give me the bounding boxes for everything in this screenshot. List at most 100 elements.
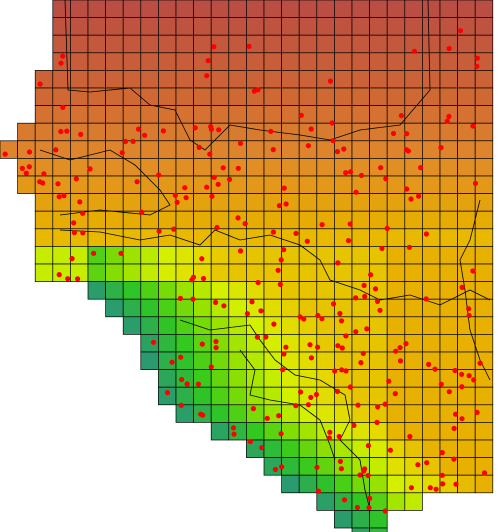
grid-cell [246,281,265,300]
grid-cell [228,228,247,247]
station-dot [80,210,86,216]
station-dot [195,381,201,387]
grid-cell [316,334,335,353]
station-dot [26,149,33,155]
grid-cell [210,422,230,441]
station-dot [337,458,343,464]
grid-cell [17,122,36,142]
grid-cell [351,228,370,247]
border [179,319,371,511]
station-dot [423,296,429,302]
grid-cell [140,52,159,71]
station-dot [446,113,452,120]
station-dot [466,312,472,319]
station-dot [305,143,311,149]
grid-cell [422,228,441,247]
station-dot [278,257,284,263]
station-dot [37,179,43,185]
grid-cell [158,122,177,142]
grid-cell [263,17,282,36]
station-dot [314,464,320,470]
station-dot [230,425,237,431]
grid-cell [281,422,300,441]
grid-cell [140,246,159,265]
grid-cell [334,17,353,36]
grid-cell [210,158,230,177]
grid-cell [298,404,318,423]
grid-cell [87,175,106,194]
station-dot [408,485,414,491]
station-dot [179,376,185,383]
station-dot [207,151,213,157]
grid-cell [316,386,335,406]
station-dot [423,231,429,237]
grid-cell [281,439,300,458]
station-dot [446,45,452,52]
grid-cell [351,246,370,265]
grid-cell [122,228,142,247]
grid-cell [228,422,247,441]
grid-cell [474,17,494,36]
station-dot [406,244,412,250]
grid-cell [105,281,124,300]
grid-cell [193,298,212,318]
grid-cell [105,34,124,54]
station-dot [91,250,97,256]
grid-cell [105,210,124,230]
grid-cell [105,122,124,142]
grid-cell [246,105,265,124]
grid-cell [386,263,406,282]
station-dot [336,433,342,440]
grid-cell [334,474,353,494]
grid-cell [228,298,247,318]
grid-cell [281,334,300,353]
station-dot [208,126,214,132]
station-dot [377,307,383,313]
station-dot [474,63,480,69]
grid-cell [457,474,476,494]
station-dot [438,381,444,387]
grid-cell [298,228,318,247]
station-dot [337,310,343,317]
grid-cell [457,281,476,300]
grid-cell [140,0,159,18]
grid-cell [281,369,300,388]
station-dot [335,260,341,266]
grid-cell [386,17,406,36]
grid-cell [457,34,476,54]
station-dot [360,350,366,356]
grid-cell [210,334,230,353]
grid-cell [422,210,441,230]
grid-cell [457,457,476,476]
grid-cell [122,17,142,36]
grid-cell [263,34,282,54]
grid-cell [281,298,300,318]
station-dot [386,378,392,384]
station-dot [326,435,332,441]
station-dot [283,201,289,207]
grid-cell [474,175,494,194]
station-dot [172,192,178,198]
grid-cell [34,228,54,247]
grid-cell [298,369,318,388]
grid-cell [175,175,194,194]
station-dot [319,316,325,322]
station-dot [53,147,59,153]
grid-cell [404,492,423,511]
grid-cell [369,228,388,247]
station-dot [459,416,465,422]
grid-cell [457,105,476,124]
grid-cell [263,298,282,318]
grid-cell [175,316,194,335]
station-dot [278,431,284,437]
grid-cell [210,105,230,124]
grid-cell [175,87,194,106]
grid-cell [228,140,247,159]
station-dot [451,456,457,462]
grid-cell [334,122,353,142]
station-dot [407,433,413,440]
grid-cell [457,228,476,247]
station-dot [392,391,398,397]
grid-cell [334,0,353,18]
station-dot [329,120,335,126]
